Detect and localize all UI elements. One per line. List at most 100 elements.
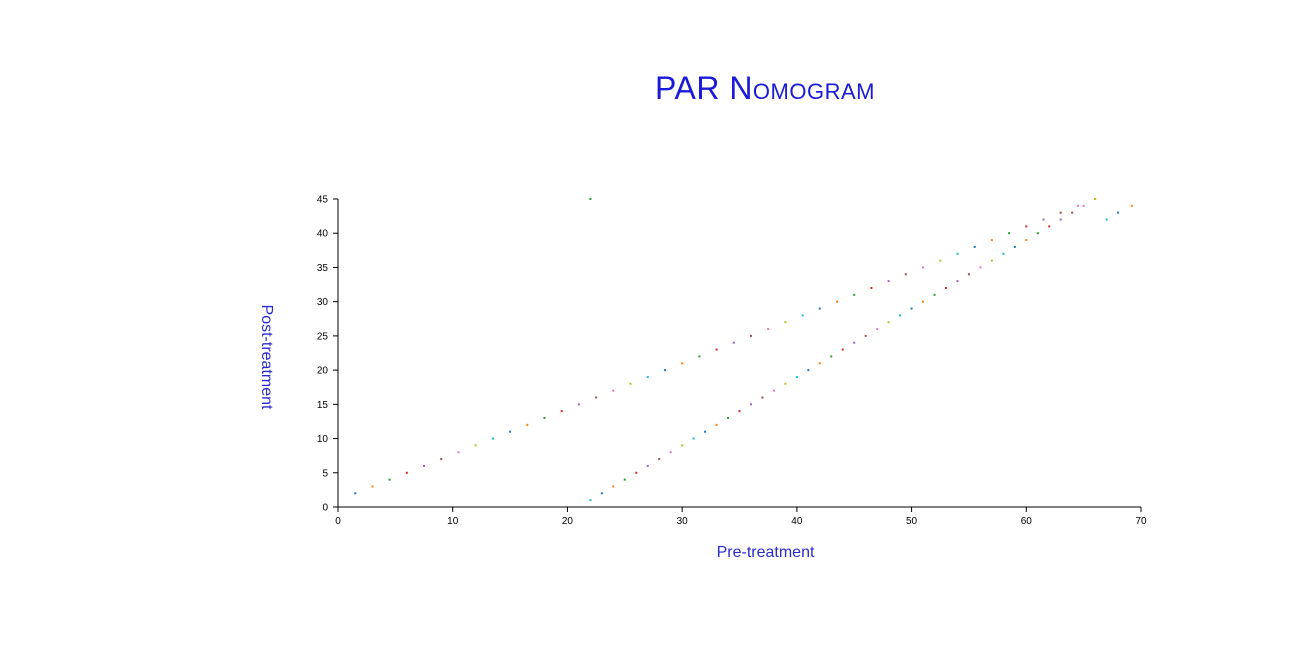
data-point [623, 478, 626, 481]
data-point [767, 328, 770, 331]
x-tick-label: 60 [1021, 516, 1033, 527]
data-point [612, 389, 615, 392]
data-point [371, 485, 374, 488]
data-point [738, 410, 741, 413]
data-point [956, 252, 959, 255]
y-tick-label: 10 [317, 434, 329, 445]
data-point [818, 307, 821, 310]
y-tick-label: 0 [322, 503, 328, 514]
data-point [577, 403, 580, 406]
data-point [635, 471, 638, 474]
data-point [933, 293, 936, 296]
data-point [600, 492, 603, 495]
x-tick-label: 30 [677, 516, 689, 527]
y-tick-label: 15 [317, 400, 329, 411]
data-point [612, 485, 615, 488]
data-point [1025, 239, 1028, 242]
y-axis-title: Post-treatment [258, 305, 275, 410]
x-tick-label: 10 [447, 516, 459, 527]
data-point [904, 273, 907, 276]
data-point [681, 444, 684, 447]
data-point [784, 382, 787, 385]
data-point [922, 300, 925, 303]
data-point [1071, 211, 1074, 214]
data-point [646, 464, 649, 467]
data-point [836, 300, 839, 303]
x-tick-label: 0 [335, 516, 341, 527]
data-point [698, 355, 701, 358]
data-point [732, 341, 735, 344]
data-point [646, 375, 649, 378]
data-point [1059, 218, 1062, 221]
data-point [1130, 204, 1133, 207]
data-point [681, 362, 684, 365]
data-point [474, 444, 477, 447]
data-point [1042, 218, 1045, 221]
data-point [795, 375, 798, 378]
x-tick-label: 40 [791, 516, 803, 527]
x-tick-label: 70 [1135, 516, 1147, 527]
data-point [388, 478, 391, 481]
data-point [1048, 225, 1051, 228]
x-axis-title: Pre-treatment [717, 544, 815, 561]
data-point [990, 259, 993, 262]
data-point [1105, 218, 1108, 221]
data-point [354, 492, 357, 495]
y-tick-label: 30 [317, 297, 329, 308]
data-point [423, 464, 426, 467]
data-point [1117, 211, 1120, 214]
data-point [973, 245, 976, 248]
data-point [967, 273, 970, 276]
data-point [405, 471, 408, 474]
data-point [704, 430, 707, 433]
data-point [1059, 211, 1062, 214]
data-point [887, 280, 890, 283]
data-point [1036, 232, 1039, 235]
data-point [589, 499, 592, 502]
data-point [870, 286, 873, 289]
data-point [887, 321, 890, 324]
data-point [509, 430, 512, 433]
data-point [922, 266, 925, 269]
data-point [589, 198, 592, 200]
data-point [526, 423, 529, 426]
data-point [440, 458, 443, 461]
data-point [1025, 225, 1028, 228]
data-point [761, 396, 764, 399]
data-point [715, 423, 718, 426]
data-point [784, 321, 787, 324]
y-tick-label: 20 [317, 366, 329, 377]
axes: 0 10 20 30 40 50 60 70 0 5 10 15 20 25 30 35 40 45 [317, 195, 1147, 528]
data-point [692, 437, 695, 440]
data-point [669, 451, 672, 454]
data-point [749, 334, 752, 337]
data-point [727, 417, 730, 420]
data-point [944, 286, 947, 289]
x-tick-label: 50 [906, 516, 918, 527]
data-point [841, 348, 844, 351]
data-point [853, 341, 856, 344]
y-tick-label: 40 [317, 229, 329, 240]
data-point [629, 382, 632, 385]
data-point [715, 348, 718, 351]
data-point [491, 437, 494, 440]
data-point [853, 293, 856, 296]
data-point [818, 362, 821, 365]
y-tick-label: 35 [317, 263, 329, 274]
y-tick-label: 5 [322, 468, 328, 479]
data-point [1013, 245, 1016, 248]
data-point [1008, 232, 1011, 235]
data-point [749, 403, 752, 406]
data-point [990, 239, 993, 242]
data-point [1002, 252, 1005, 255]
data-point [979, 266, 982, 269]
data-point [801, 314, 804, 317]
data-point [663, 369, 666, 372]
data-point [772, 389, 775, 392]
y-tick-label: 25 [317, 331, 329, 342]
data-point [956, 280, 959, 283]
data-point [595, 396, 598, 399]
data-point [1082, 204, 1085, 207]
data-points [354, 198, 1133, 502]
data-point [807, 369, 810, 372]
